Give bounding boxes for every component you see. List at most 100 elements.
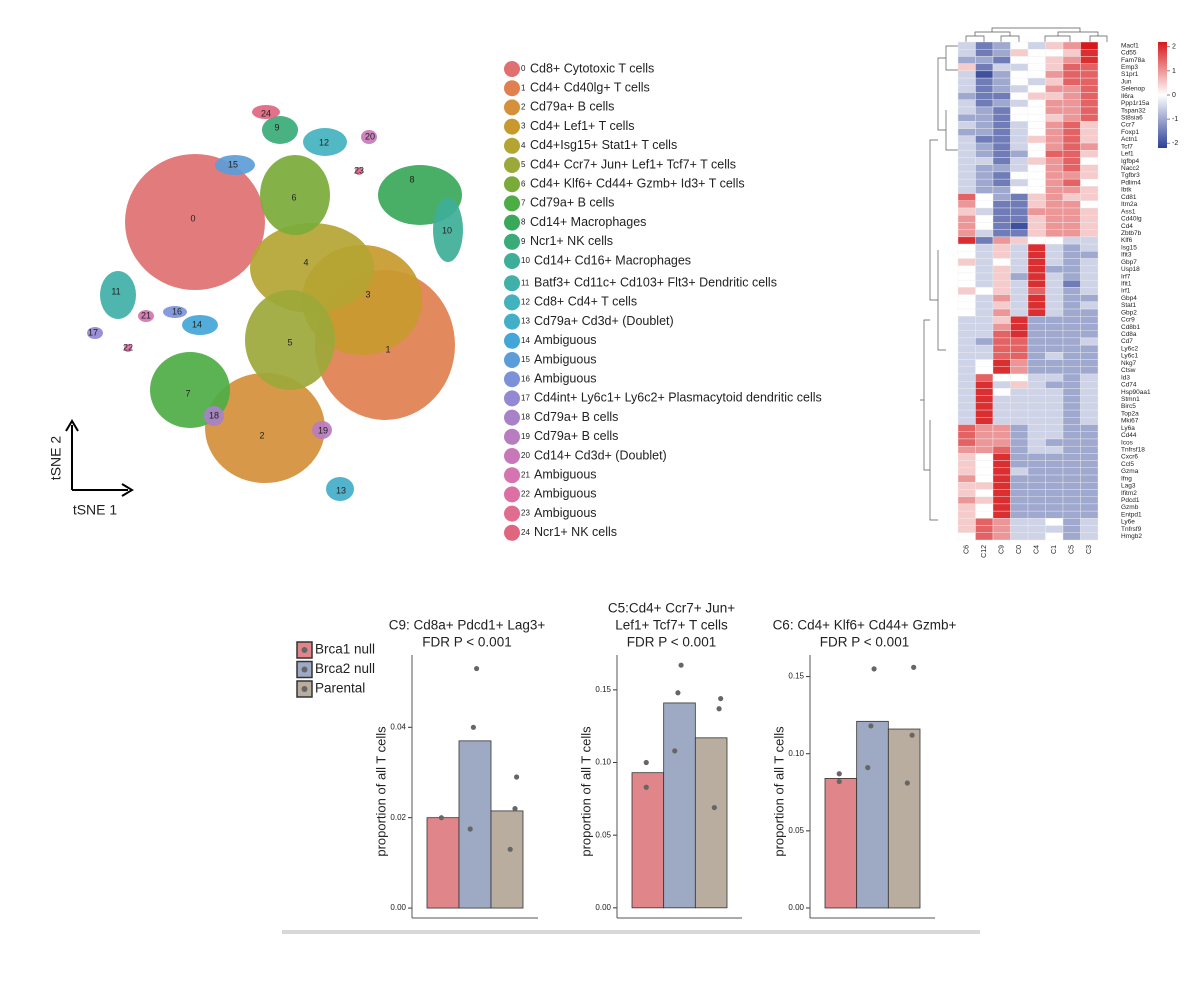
heatmap-cell bbox=[957, 388, 976, 396]
y-tick-label: 0.02 bbox=[390, 813, 406, 822]
legend-id: 13 bbox=[521, 317, 530, 326]
heatmap-cell bbox=[1045, 63, 1064, 72]
heatmap-cell bbox=[992, 99, 1011, 108]
heatmap-cell bbox=[992, 265, 1011, 274]
heatmap-cell bbox=[1010, 99, 1029, 108]
heatmap-cell bbox=[992, 496, 1011, 505]
column-label: C1 bbox=[1051, 545, 1058, 554]
heatmap-cell bbox=[975, 106, 994, 115]
heatmap-cell bbox=[1027, 489, 1046, 497]
legend-label: Ambiguous bbox=[534, 352, 597, 366]
heatmap-cell bbox=[957, 106, 976, 115]
gene-label: St8sia6 bbox=[1121, 115, 1143, 122]
heatmap-cell bbox=[1045, 49, 1064, 57]
y-tick-label: 0.15 bbox=[595, 685, 611, 694]
colorbar-label: 0 bbox=[1172, 92, 1176, 99]
heatmap-cell bbox=[1080, 265, 1099, 274]
heatmap-cell bbox=[1045, 265, 1064, 274]
cluster-region bbox=[182, 315, 218, 335]
heatmap-cell bbox=[975, 532, 994, 541]
data-point bbox=[711, 804, 717, 811]
heatmap-cell bbox=[1027, 467, 1046, 476]
heatmap-cell bbox=[1027, 113, 1046, 122]
heatmap-cell bbox=[1027, 474, 1046, 483]
legend-swatch bbox=[504, 176, 520, 193]
heatmap-cell bbox=[1080, 373, 1099, 382]
legend-swatch bbox=[504, 80, 520, 97]
heatmap-cell bbox=[1080, 258, 1099, 266]
bar bbox=[663, 702, 696, 909]
heatmap-cell bbox=[1045, 222, 1064, 230]
heatmap-cell bbox=[957, 207, 976, 216]
legend-swatch bbox=[504, 524, 520, 541]
heatmap-cell bbox=[1027, 63, 1046, 72]
gene-label: Stat1 bbox=[1121, 302, 1137, 309]
heatmap-cell bbox=[975, 229, 994, 238]
heatmap-cell bbox=[975, 294, 994, 303]
heatmap-cell bbox=[1062, 92, 1081, 100]
heatmap-cell bbox=[992, 438, 1011, 447]
heatmap-cell bbox=[1045, 178, 1064, 187]
cluster-label: 20 bbox=[365, 131, 375, 141]
gene-label: Ass1 bbox=[1121, 208, 1136, 215]
heatmap-cell bbox=[1010, 186, 1029, 194]
heatmap-cell bbox=[975, 489, 994, 497]
heatmap-cell bbox=[1027, 287, 1046, 295]
tsne-x-label: tSNE 1 bbox=[73, 502, 118, 518]
heatmap-cell bbox=[1027, 279, 1046, 288]
heatmap-cell bbox=[1080, 279, 1099, 288]
heatmap-cell bbox=[957, 251, 976, 259]
gene-label: Gbp7 bbox=[1121, 259, 1137, 266]
heatmap-cell bbox=[957, 366, 976, 375]
heatmap-cell bbox=[1080, 106, 1099, 115]
heatmap-cell bbox=[975, 381, 994, 389]
data-point bbox=[678, 662, 684, 668]
heatmap-cell bbox=[1045, 525, 1064, 533]
cluster-region bbox=[252, 105, 280, 119]
legend-id: 7 bbox=[521, 199, 526, 208]
heatmap-cell bbox=[1010, 532, 1029, 541]
heatmap-cell bbox=[1062, 482, 1081, 490]
legend-swatch bbox=[504, 137, 520, 154]
cluster-label: 9 bbox=[274, 122, 279, 132]
heatmap-cell bbox=[1062, 142, 1081, 151]
heatmap-cell bbox=[1027, 337, 1046, 346]
heatmap-cell bbox=[975, 352, 994, 360]
heatmap-cell bbox=[957, 128, 976, 137]
heatmap-cell bbox=[1080, 222, 1099, 230]
heatmap-cell bbox=[975, 496, 994, 505]
heatmap-cell bbox=[1010, 56, 1029, 64]
heatmap-cell bbox=[1045, 510, 1064, 519]
heatmap-cell bbox=[1010, 525, 1029, 533]
heatmap-cell bbox=[1062, 489, 1081, 497]
heatmap-cell bbox=[1080, 337, 1099, 346]
gene-label: Lag3 bbox=[1121, 483, 1136, 490]
gene-label: S1pr1 bbox=[1121, 71, 1139, 78]
heatmap-cell bbox=[957, 200, 976, 209]
heatmap-cell bbox=[1080, 525, 1099, 533]
heatmap-cell bbox=[1062, 193, 1081, 201]
gene-label: Stmn1 bbox=[1121, 396, 1140, 403]
heatmap-cell bbox=[1062, 525, 1081, 533]
legend-id: 15 bbox=[521, 355, 530, 364]
legend-swatch bbox=[504, 409, 520, 426]
heatmap-cell bbox=[957, 287, 976, 295]
heatmap-cell bbox=[1010, 207, 1029, 216]
heatmap-cell bbox=[1062, 453, 1081, 461]
heatmap-cell bbox=[1010, 496, 1029, 505]
heatmap-cell bbox=[1010, 265, 1029, 274]
heatmap-cell bbox=[1027, 417, 1046, 425]
heatmap-cell bbox=[1045, 92, 1064, 100]
heatmap-cell bbox=[1045, 142, 1064, 151]
heatmap-cell bbox=[1027, 388, 1046, 396]
heatmap-cell bbox=[1027, 49, 1046, 57]
legend-id: 20 bbox=[521, 451, 530, 460]
heatmap-cell bbox=[992, 316, 1011, 324]
gene-label: Cd40lg bbox=[1121, 216, 1142, 223]
heatmap-cell bbox=[957, 381, 976, 389]
heatmap-cell bbox=[1045, 70, 1064, 79]
heatmap-cell bbox=[957, 510, 976, 519]
cluster-region bbox=[205, 373, 325, 483]
heatmap-cell bbox=[1080, 323, 1099, 331]
